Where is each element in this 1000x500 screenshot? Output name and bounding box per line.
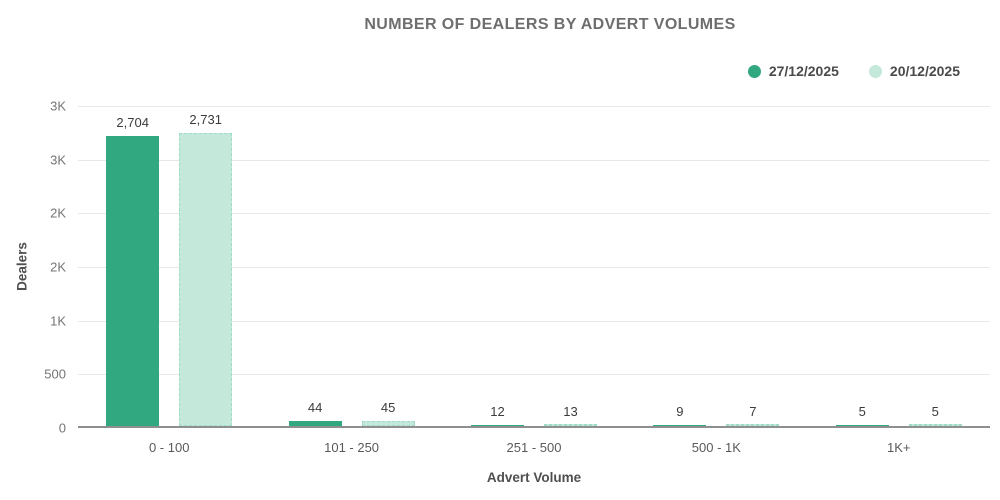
bar-series2-cat5[interactable] [908,424,962,426]
bar-value-label: 13 [563,403,578,419]
bar-series1-cat3[interactable] [470,424,524,426]
legend-label: 27/12/2025 [768,63,839,79]
bar-series1-cat1[interactable] [106,135,160,426]
legend-dot-icon [868,64,882,78]
gridline [78,374,990,376]
legend-item-series2[interactable]: 20/12/2025 [868,63,960,79]
x-category-label: 0 - 100 [148,440,190,455]
y-tick-label: 3K [50,152,66,168]
x-category-label: 251 - 500 [506,440,562,455]
bar-series1-cat4[interactable] [653,425,707,426]
gridline [78,213,990,215]
bar-slot: 9 [653,106,707,426]
chart-title: NUMBER OF DEALERS BY ADVERT VOLUMES [364,16,736,33]
gridline [78,159,990,161]
legend-item-series1[interactable]: 27/12/2025 [747,63,839,79]
y-tick-label: 3K [50,98,66,114]
y-tick-label: 500 [44,366,66,382]
plot-area: 0 500 1K 2K 2K 3K 3K 2,704 2,731 44 45 12 13 9 7 5 5 [44,99,990,436]
bar-series2-cat1[interactable] [179,132,233,426]
legend: 27/12/2025 20/12/2025 [747,63,960,79]
x-category-label: 500 - 1K [691,440,741,455]
bar-slot: 13 [543,106,597,426]
bar-series2-cat2[interactable] [361,421,415,426]
y-tick-label: 0 [58,420,66,436]
gridline [78,106,990,107]
x-category-label: 101 - 250 [324,440,380,455]
bar-value-label: 2,704 [116,114,149,130]
bar-value-label: 2,731 [189,111,222,127]
legend-dot-icon [747,64,761,78]
bar-value-label: 9 [676,404,684,419]
bar-slot: 45 [361,106,415,426]
bar-slot: 5 [835,106,889,426]
bar-value-label: 5 [858,404,866,419]
legend-label: 20/12/2025 [889,63,960,79]
bar-slot: 12 [470,106,524,426]
bar-series2-cat3[interactable] [543,424,597,426]
bar-group: 12 13 [443,106,625,426]
bar-series1-cat2[interactable] [288,421,342,426]
bar-slot: 2,704 [106,106,160,426]
bar-slot: 44 [288,106,342,426]
bar-slot: 7 [726,106,780,426]
gridline [78,320,990,322]
bar-value-label: 7 [749,404,757,419]
bar-group: 2,704 2,731 [78,106,260,426]
y-tick-label: 2K [50,205,66,221]
x-axis-title: Advert Volume [486,470,582,485]
y-tick-label: 2K [50,259,66,275]
x-category-label: 1K+ [887,440,911,455]
bar-slot: 5 [908,106,962,426]
bar-value-label: 45 [380,400,396,416]
bar-value-label: 44 [307,400,323,416]
bar-series1-cat5[interactable] [835,425,889,426]
gridline [78,267,990,268]
bar-series2-cat4[interactable] [726,424,780,426]
y-tick-label: 1K [50,313,66,329]
bar-group: 44 45 [260,106,442,426]
bar-value-label: 12 [490,403,505,419]
bar-value-label: 5 [931,404,939,419]
bar-slot: 2,731 [179,106,233,426]
y-axis-title: Dealers [14,242,30,291]
